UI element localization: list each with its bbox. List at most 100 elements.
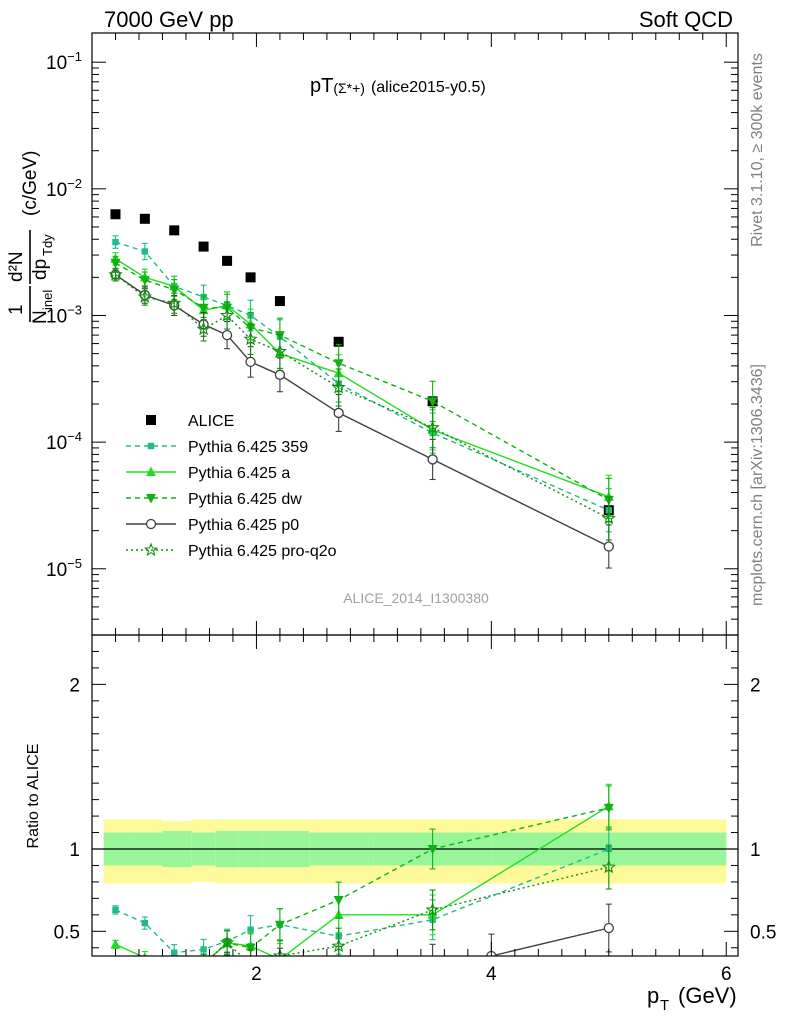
- data-point-q2o: [137, 289, 153, 304]
- ratio-point-a: [110, 938, 121, 949]
- ratio-point-p359: [200, 946, 207, 953]
- ratio-point-dw: [110, 960, 120, 970]
- data-point-dw: [139, 276, 150, 286]
- data-point-data: [139, 213, 150, 224]
- ratio-point-q2o: [331, 938, 346, 953]
- data-point-q2o: [425, 420, 440, 434]
- data-point-data: [333, 336, 344, 347]
- legend-label: Pythia 6.425 a: [188, 465, 290, 482]
- ratio-ylabel: Ratio to ALICE: [25, 744, 42, 849]
- series-line-dw: [115, 262, 610, 501]
- ylabel-d2n: d²N: [6, 251, 27, 282]
- ylabel-ninel: N: [30, 310, 51, 324]
- main-axes: 10−1 10−2 10−3 10−4 10−5: [46, 33, 738, 635]
- ylabel-ninel-sub: inel: [40, 290, 55, 310]
- y-tick-label: 10−3: [46, 302, 82, 327]
- ratio-series-q2o: [110, 844, 616, 969]
- ratio-line-q2o: [211, 866, 609, 956]
- plot-title-observable: pT: [310, 75, 333, 97]
- xlabel-unit: (GeV): [678, 983, 737, 1008]
- ratio-point-dw: [427, 845, 438, 855]
- ratio-point-p0: [111, 960, 120, 969]
- legend-marker: [146, 415, 156, 425]
- ylabel-dpt-sub: Tdy: [40, 234, 55, 256]
- ratio-point-p359: [112, 906, 119, 914]
- header-energy-label: 7000 GeV pp: [104, 7, 234, 32]
- data-point-q2o: [108, 267, 123, 281]
- data-point-dw: [169, 285, 180, 296]
- header-category-label: Soft QCD: [639, 7, 733, 32]
- ratio-point-dw: [140, 960, 150, 970]
- ratio-point-dw: [169, 960, 179, 970]
- legend-item-data: ALICE: [146, 413, 234, 430]
- ratio-point-a: [169, 959, 179, 969]
- legend-label: Pythia 6.425 p0: [188, 517, 299, 534]
- legend-item-a: Pythia 6.425 a: [126, 465, 290, 482]
- data-point-data: [222, 255, 233, 266]
- ratio-point-dw: [333, 896, 344, 906]
- ratio-series-dw: [110, 785, 614, 970]
- legend-label: Pythia 6.425 359: [188, 439, 308, 456]
- ratio-point-q2o: [110, 958, 121, 969]
- data-point-q2o: [331, 380, 346, 394]
- plot-title-tag: (alice2015-y0.5): [371, 79, 486, 96]
- ratio-line-p0: [486, 927, 609, 956]
- ratio-point-q2o: [219, 935, 235, 949]
- data-point-p0: [427, 454, 438, 465]
- ratio-point-q2o: [272, 948, 288, 956]
- analysis-watermark: ALICE_2014_I1300380: [343, 590, 489, 606]
- data-point-p0: [333, 407, 344, 419]
- legend-label: Pythia 6.425 pro-q2o: [188, 543, 337, 560]
- y-tick-label: 10−1: [46, 49, 82, 74]
- legend-item-p359: Pythia 6.425 359: [126, 439, 308, 456]
- legend-label: Pythia 6.425 dw: [188, 491, 302, 508]
- data-point-data: [198, 241, 209, 252]
- x-tick-label: 4: [486, 964, 497, 985]
- x-axis-label: p T (GeV): [647, 983, 737, 1014]
- ratio-line-a: [115, 805, 610, 956]
- ratio-series-p0: [111, 903, 614, 969]
- ratio-y-tick-label-right: 2: [750, 675, 761, 696]
- data-point-data: [245, 272, 256, 283]
- plot-title-particle: (Σ*+): [333, 80, 365, 96]
- series-line-a: [115, 258, 610, 498]
- data-point-data: [169, 225, 180, 236]
- legend-item-dw: Pythia 6.425 dw: [126, 491, 302, 508]
- data-point-p0: [603, 541, 614, 552]
- legend-marker: [147, 442, 155, 450]
- main-plot-area: [108, 209, 616, 569]
- legend-marker: [146, 466, 156, 476]
- ratio-point-q2o: [425, 902, 440, 917]
- ratio-point-p0: [334, 960, 343, 969]
- ratio-point-q2o: [169, 958, 180, 969]
- ratio-y-tick-label: 2: [69, 675, 80, 696]
- series-line-p359: [115, 241, 610, 511]
- ratio-panel: 0.5 0.5 1 1 2 2 2 4 6 Ratio to ALICE: [25, 634, 776, 985]
- ratio-point-p0: [275, 960, 284, 969]
- legend-item-p0: Pythia 6.425 p0: [126, 517, 299, 534]
- ratio-point-p359: [247, 926, 254, 933]
- ratio-point-p0: [223, 960, 232, 969]
- y-tick-label: 10−4: [46, 429, 82, 454]
- data-point-p0: [245, 356, 256, 368]
- ratio-point-q2o: [139, 958, 151, 969]
- ylabel-unit: (c/GeV): [20, 151, 41, 216]
- data-point-q2o: [272, 343, 287, 358]
- y-tick-label: 10−2: [46, 176, 82, 201]
- legend-item-q2o: Pythia 6.425 pro-q2o: [126, 542, 337, 560]
- data-point-data: [274, 296, 285, 307]
- main-panel: 10−1 10−2 10−3 10−4 10−5 pT(Σ*+) (alice2015-y…: [6, 32, 739, 636]
- ylabel-dpt: dp: [30, 259, 51, 280]
- ratio-line-dw: [211, 807, 609, 956]
- data-point-dw: [427, 397, 438, 407]
- data-point-q2o: [196, 321, 211, 336]
- data-point-p359: [112, 238, 119, 246]
- legend-marker: [143, 542, 159, 557]
- ratio-point-p0: [428, 960, 437, 969]
- ratio-y-tick-label: 1: [69, 840, 80, 861]
- data-point-q2o: [167, 295, 182, 310]
- data-point-dw: [333, 359, 344, 369]
- ratio-point-q2o: [601, 859, 616, 874]
- xlabel-sub: T: [660, 997, 669, 1014]
